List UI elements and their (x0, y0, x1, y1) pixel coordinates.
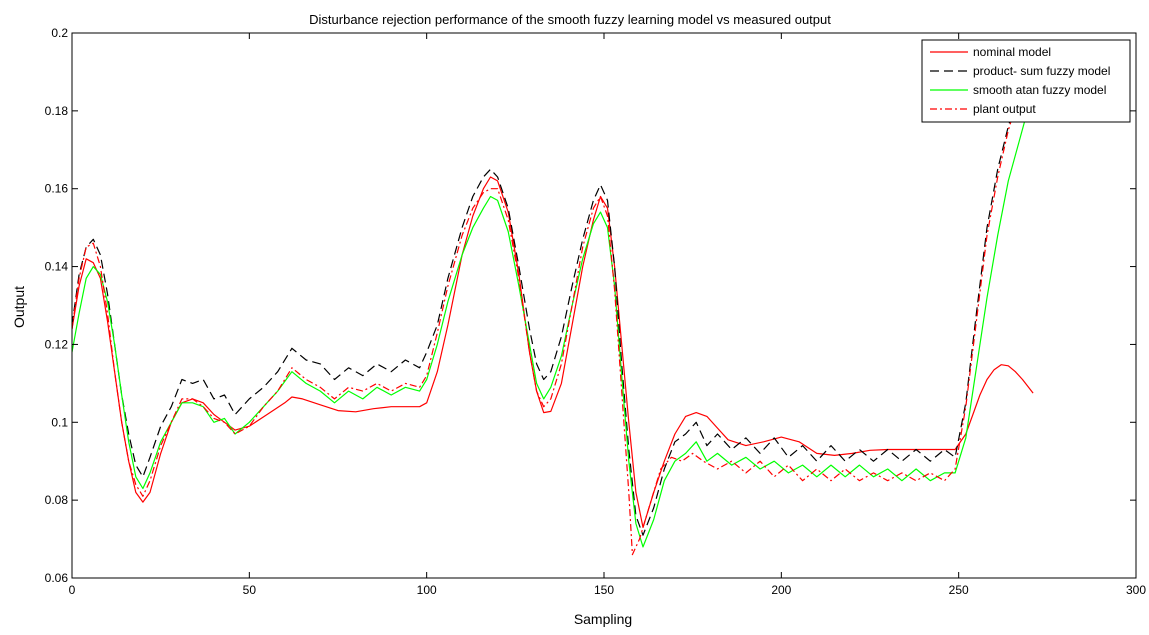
legend-label: product- sum fuzzy model (973, 64, 1110, 78)
legend: nominal model product- sum fuzzy model smo… (921, 39, 1131, 123)
series-line-1 (72, 176, 1034, 529)
legend-label: smooth atan fuzzy model (973, 83, 1106, 97)
legend-box (921, 39, 1131, 123)
y-tick-label: 0.08 (45, 493, 69, 507)
x-tick-label: 0 (69, 583, 76, 597)
y-tick-label: 0.18 (45, 104, 69, 118)
y-tick-label: 0.1 (51, 415, 68, 429)
x-tick-label: 50 (243, 583, 257, 597)
x-tick-label: 150 (594, 583, 614, 597)
y-axis-ticks: 0.06 0.08 0.1 0.12 0.14 0.16 0.18 0.2 (45, 26, 1136, 585)
legend-label: nominal model (973, 45, 1051, 59)
series-line-4 (72, 56, 1031, 556)
y-tick-label: 0.06 (45, 571, 69, 585)
x-tick-label: 100 (417, 583, 437, 597)
x-tick-label: 250 (949, 583, 969, 597)
y-tick-label: 0.16 (45, 182, 69, 196)
x-tick-label: 200 (771, 583, 791, 597)
series-line-2 (72, 52, 1031, 536)
legend-items: nominal model product- sum fuzzy model smo… (930, 45, 1110, 116)
chart-title: Disturbance rejection performance of the… (309, 12, 831, 27)
x-axis-ticks: 0 50 100 150 200 250 300 (69, 33, 1146, 597)
series-group (72, 52, 1034, 556)
y-tick-label: 0.2 (51, 26, 68, 40)
y-tick-label: 0.14 (45, 260, 69, 274)
x-axis-label: Sampling (574, 611, 632, 627)
plot-area (72, 33, 1136, 578)
y-tick-label: 0.12 (45, 337, 69, 351)
legend-label: plant output (973, 102, 1036, 116)
y-axis-label: Output (11, 286, 27, 328)
x-tick-label: 300 (1126, 583, 1146, 597)
